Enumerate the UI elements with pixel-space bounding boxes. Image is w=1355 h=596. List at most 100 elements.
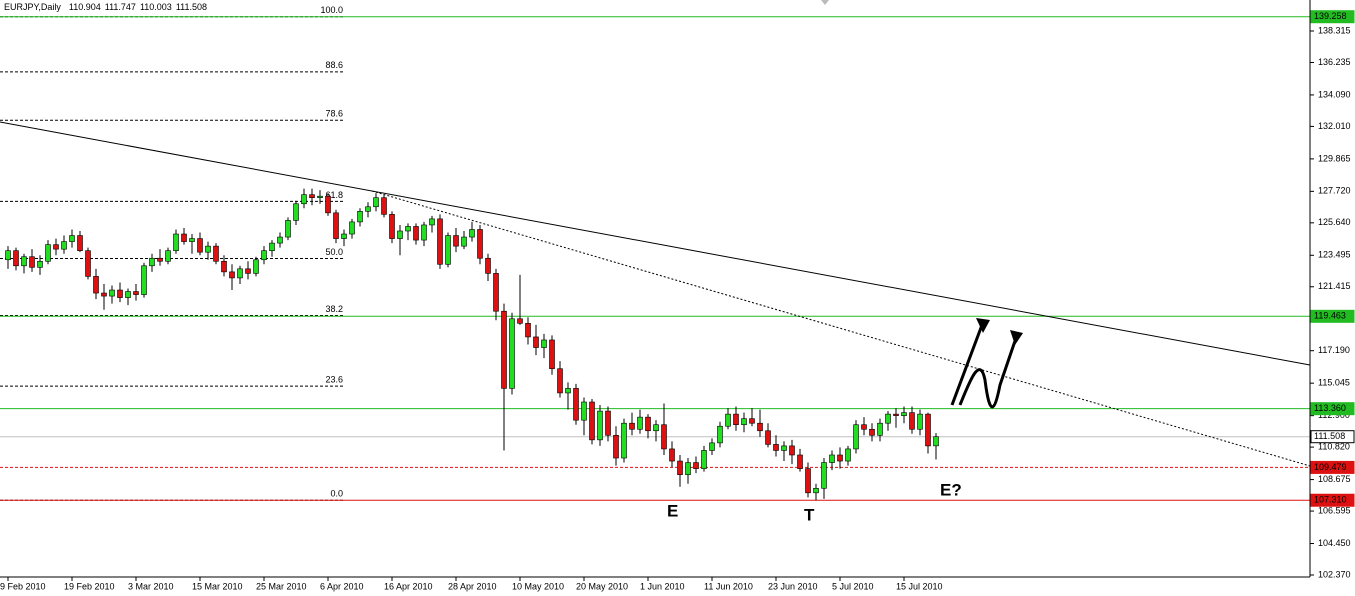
fib-label: 100.0: [320, 5, 343, 15]
candle-body: [5, 250, 11, 261]
candle-body: [581, 401, 587, 421]
y-tick-label: 125.640: [1318, 217, 1351, 227]
annotation: T: [804, 505, 815, 524]
candle-body: [709, 442, 715, 451]
candle-body: [13, 250, 19, 267]
y-tick-label: 110.820: [1318, 441, 1350, 451]
candle-body: [349, 221, 355, 235]
candle-body: [901, 412, 907, 416]
candle-body: [749, 418, 755, 424]
candle-body: [77, 235, 83, 251]
candle-body: [357, 211, 363, 223]
candle-body: [413, 226, 419, 241]
y-tick-label: 123.495: [1318, 250, 1351, 260]
low: 110.003: [140, 2, 172, 12]
y-tick-label: 121.415: [1318, 281, 1351, 291]
price-label-box: [1310, 402, 1355, 416]
candle-body: [845, 448, 851, 462]
candle-body: [685, 462, 691, 475]
candle-body: [597, 410, 603, 441]
candle-body: [493, 273, 499, 312]
y-tick-label: 127.720: [1318, 186, 1351, 196]
y-tick-label: 104.450: [1318, 538, 1351, 548]
y-tick-label: 106.595: [1318, 505, 1351, 515]
candle-body: [821, 462, 827, 489]
candle-body: [573, 388, 579, 421]
price-label-box: [1310, 430, 1355, 444]
arrowhead: [976, 318, 990, 333]
candle-body: [229, 271, 235, 279]
candle-body: [165, 250, 171, 262]
fib-label: 38.2: [325, 304, 343, 314]
candle-body: [301, 194, 307, 205]
candle-body: [477, 229, 483, 259]
candle-body: [85, 250, 91, 277]
y-tick-label: 108.675: [1318, 474, 1351, 484]
candle-body: [933, 436, 939, 447]
candle-body: [725, 413, 731, 427]
candle-body: [469, 229, 475, 238]
x-tick-label: 5 Jul 2010: [832, 581, 874, 591]
candle-body: [205, 245, 211, 253]
annotation: E: [667, 501, 678, 520]
candle-body: [701, 450, 707, 469]
candle-body: [789, 445, 795, 456]
candle-body: [325, 195, 331, 214]
x-tick-label: 15 Jul 2010: [896, 581, 943, 591]
candle-body: [717, 425, 723, 444]
candle-body: [557, 368, 563, 394]
candle-body: [589, 401, 595, 441]
chart-title: EURJPY,Daily: [4, 2, 61, 12]
candle-body: [293, 203, 299, 221]
candle-body: [245, 268, 251, 274]
candle-body: [565, 388, 571, 394]
x-tick-label: 25 Mar 2010: [256, 581, 307, 591]
y-tick-label: 132.010: [1318, 121, 1351, 131]
candle-body: [805, 468, 811, 494]
high: 111.747: [105, 2, 136, 12]
candle-body: [277, 236, 283, 244]
candle-body: [813, 487, 819, 494]
candle-body: [837, 454, 843, 462]
candle-body: [829, 454, 835, 463]
candle-body: [909, 412, 915, 430]
x-tick-label: 15 Mar 2010: [192, 581, 243, 591]
candle-body: [445, 235, 451, 265]
candle-body: [733, 413, 739, 426]
candle-body: [533, 336, 539, 348]
candle-body: [221, 260, 227, 273]
x-tick-label: 10 May 2010: [512, 581, 564, 591]
candle-body: [133, 291, 139, 295]
x-tick-label: 16 Apr 2010: [384, 581, 433, 591]
candle-body: [285, 220, 291, 238]
candle-body: [333, 212, 339, 239]
candle-body: [485, 257, 491, 274]
candle-body: [917, 413, 923, 430]
candle-body: [61, 241, 67, 250]
y-tick-label: 136.235: [1318, 57, 1351, 67]
candles: [5, 188, 939, 501]
candle-body: [637, 416, 643, 430]
candle-body: [429, 218, 435, 226]
trend-line-dotted: [371, 190, 1311, 467]
candle-body: [69, 235, 75, 242]
candle-body: [741, 418, 747, 426]
price-label: 113.360: [1314, 403, 1346, 413]
candle-body: [389, 214, 395, 239]
candle-body: [541, 339, 547, 348]
price-label: 119.463: [1314, 311, 1346, 321]
arrow: [958, 337, 1018, 409]
candle-body: [549, 339, 555, 370]
x-tick-label: 11 Jun 2010: [704, 581, 753, 591]
candle-body: [149, 257, 155, 267]
candle-body: [157, 257, 163, 262]
candle-body: [21, 256, 27, 267]
candle-body: [781, 445, 787, 451]
candle-body: [677, 460, 683, 475]
candle-body: [253, 259, 259, 274]
candle-body: [317, 195, 323, 199]
price-label-box: [1310, 10, 1355, 24]
price-label-box: [1310, 460, 1355, 474]
